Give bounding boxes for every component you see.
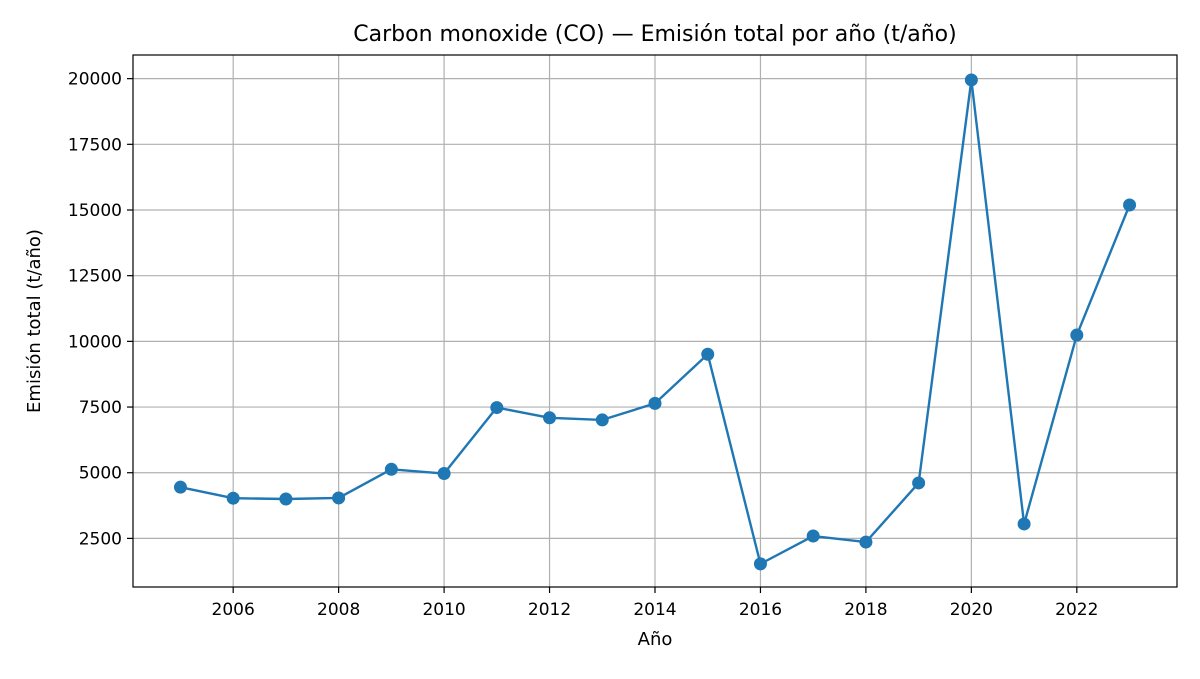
x-tick-label: 2020 [950, 600, 993, 620]
grid [133, 55, 1177, 587]
x-tick-label: 2008 [317, 600, 360, 620]
data-point [437, 467, 451, 481]
series-co-emissions [173, 73, 1137, 571]
y-tick-label: 10000 [68, 332, 122, 352]
data-point [648, 396, 662, 410]
data-point [595, 413, 609, 427]
y-tick-label: 17500 [68, 135, 122, 155]
data-point [543, 411, 557, 425]
data-point [332, 491, 346, 505]
data-point [173, 480, 187, 494]
y-axis-ticks: 2500 5000 7500 10000 12500 15000 17500 20000 [68, 70, 133, 549]
y-tick-label: 12500 [68, 267, 122, 287]
data-point [912, 476, 926, 490]
data-point [1123, 198, 1137, 212]
data-point [490, 401, 504, 415]
data-point [1017, 517, 1031, 531]
data-point [226, 491, 240, 505]
data-point [1070, 328, 1084, 342]
data-point [753, 557, 767, 571]
data-point [701, 347, 715, 361]
data-point [384, 462, 398, 476]
data-point [279, 492, 293, 506]
x-tick-label: 2016 [739, 600, 782, 620]
data-point [859, 535, 873, 549]
x-tick-label: 2010 [422, 600, 465, 620]
x-axis-label: Año [638, 629, 673, 650]
x-tick-label: 2018 [844, 600, 887, 620]
y-tick-label: 15000 [68, 201, 122, 221]
chart-title: Carbon monoxide (CO) — Emisión total por… [353, 22, 956, 47]
x-tick-label: 2022 [1055, 600, 1098, 620]
x-axis-ticks: 2006 2008 2010 2012 2014 2016 2018 2020 2022 [212, 587, 1098, 620]
data-point [806, 529, 820, 543]
data-point [964, 73, 978, 87]
x-tick-label: 2012 [528, 600, 571, 620]
y-tick-label: 2500 [79, 529, 122, 549]
y-axis-label: Emisión total (t/año) [24, 229, 45, 413]
y-tick-label: 7500 [79, 398, 122, 418]
y-tick-label: 20000 [68, 70, 122, 90]
x-tick-label: 2014 [633, 600, 676, 620]
y-tick-label: 5000 [79, 464, 122, 484]
x-tick-label: 2006 [212, 600, 255, 620]
